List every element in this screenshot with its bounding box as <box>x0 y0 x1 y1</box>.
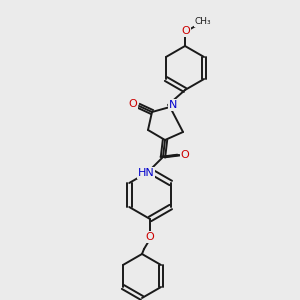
Text: HN: HN <box>138 168 154 178</box>
Text: O: O <box>129 99 137 109</box>
Text: O: O <box>146 232 154 242</box>
Text: O: O <box>181 150 189 160</box>
Text: N: N <box>169 100 177 110</box>
Text: CH₃: CH₃ <box>195 17 211 26</box>
Text: O: O <box>182 26 190 36</box>
